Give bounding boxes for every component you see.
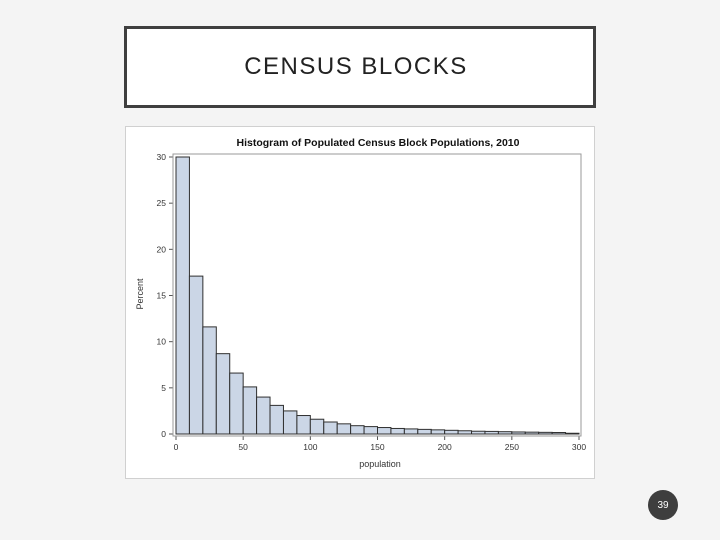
y-tick-label: 25 [157,198,167,208]
histogram-bar-29 [565,432,580,435]
histogram-bar-24 [497,431,513,435]
x-tick-label: 0 [174,442,179,452]
slide-number: 39 [657,499,669,511]
x-tick-label: 250 [505,442,519,452]
x-tick-label: 200 [438,442,452,452]
y-tick-label: 5 [161,383,166,393]
histogram-bar-3 [215,353,231,435]
histogram-bar-15 [377,427,392,435]
bars-group [175,156,580,435]
histogram-bar-26 [524,431,540,435]
histogram-bar-25 [511,431,526,435]
histogram-bar-17 [403,428,419,435]
histogram-bar-6 [256,396,271,435]
histogram-bar-14 [363,426,379,435]
x-tick-label: 300 [572,442,586,452]
histogram-bar-18 [417,428,432,435]
slide-title-box: CENSUS BLOCKS [124,26,596,108]
slide-title: CENSUS BLOCKS [244,53,468,80]
histogram-bar-28 [551,432,567,435]
y-tick-label: 10 [157,337,167,347]
y-tick-label: 0 [161,429,166,439]
histogram-bar-19 [430,429,446,435]
plot-area-border [172,153,582,437]
histogram-bar-10 [309,418,325,435]
x-axis-label: population [359,459,401,469]
histogram-bar-21 [457,430,473,435]
histogram-svg: Histogram of Populated Census Block Popu… [135,137,587,469]
y-tick-label: 30 [157,152,167,162]
histogram-bar-7 [269,404,284,435]
histogram-bar-23 [484,430,499,435]
x-tick-label: 50 [238,442,248,452]
y-axis-label: Percent [135,278,145,310]
chart-title: Histogram of Populated Census Block Popu… [237,137,520,149]
histogram-bar-13 [350,425,365,435]
x-tick-label: 150 [370,442,384,452]
y-tick-label: 15 [157,291,167,301]
histogram-bar-5 [242,386,258,435]
histogram-bar-20 [444,429,459,435]
histogram-bar-27 [538,431,553,435]
histogram-bar-22 [471,430,486,435]
histogram-bar-16 [390,427,405,435]
histogram-bar-2 [202,326,217,435]
ticks-group: 0 50 100 150 200 250 300 0 5 10 15 20 25 30 [157,152,587,452]
histogram-bar-1 [188,275,204,435]
histogram-bar-8 [282,410,298,435]
histogram-bar-12 [336,423,352,435]
histogram-chart: Histogram of Populated Census Block Popu… [125,126,595,479]
histogram-bar-9 [296,415,311,435]
histogram-bar-11 [323,421,338,435]
x-tick-label: 100 [303,442,317,452]
histogram-bar-4 [229,372,244,435]
y-tick-label: 20 [157,244,167,254]
slide-number-badge: 39 [648,490,678,520]
histogram-bar-0 [175,156,190,435]
